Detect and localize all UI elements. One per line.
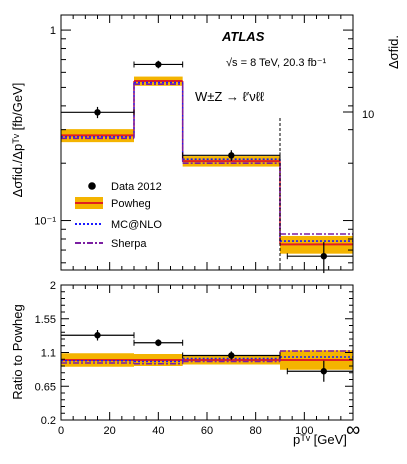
atlas-label: ATLAS [221, 29, 265, 44]
y-tick-label-1: 10⁻¹ [34, 216, 56, 228]
legend-sherpa-label: Sherpa [111, 238, 147, 250]
legend-item-powheg: Powheg [75, 197, 151, 210]
top-frame [60, 14, 354, 271]
x-tick-label-4: 80 [250, 425, 262, 437]
data-point-0 [94, 109, 101, 116]
x-tick-label-0: 0 [58, 425, 64, 437]
ratio-y-tick-label-4: 2 [50, 280, 56, 292]
energy-label: √s = 8 TeV, 20.3 fb⁻¹ [226, 57, 327, 69]
right-axis-tick-10: 10 [362, 109, 374, 121]
legend-data-marker [88, 182, 96, 190]
legend-item-data: Data 2012 [88, 181, 162, 193]
bottom-panel: 0 20 40 60 80 100 0.2 0.65 1.1 1.55 2 Ratio to Pow… [10, 280, 354, 437]
data-point-3 [320, 368, 327, 375]
data-point-2 [228, 152, 235, 159]
ratio-y-tick-label-3: 1.55 [35, 314, 56, 326]
x-tick-label-3: 60 [201, 425, 213, 437]
data-point-3 [320, 252, 327, 260]
legend: Data 2012 Powheg MC@NLO Sherpa [75, 181, 162, 250]
legend-powheg-label: Powheg [111, 198, 151, 210]
data-point-1 [155, 61, 162, 68]
ratio-y-tick-label-2: 1.1 [41, 348, 56, 360]
top-marks [60, 60, 353, 274]
top-axes: 1 10⁻¹ [34, 15, 353, 270]
ratio-y-tick-label-0: 0.2 [41, 415, 56, 427]
top-y-axis-label: Δσfid./Δpᵀᵛ [fb/GeV] [10, 83, 25, 198]
bottom-marks [60, 330, 353, 382]
y-tick-label-0: 1 [50, 25, 56, 37]
data-point-1 [155, 339, 162, 346]
legend-item-sherpa: Sherpa [75, 238, 147, 250]
x-tick-label-1: 20 [104, 425, 116, 437]
data-point-2 [228, 352, 235, 359]
infinity-label: ∞ [346, 419, 360, 441]
process-label: W±Z → ℓ′νℓℓ [195, 89, 265, 104]
x-tick-label-5: 100 [295, 425, 313, 437]
top-panel: 1 10⁻¹ ATLAS √s = 8 TeV, 20.3 fb⁻¹ W±Z → … [10, 14, 401, 274]
legend-data-label: Data 2012 [111, 181, 162, 193]
legend-item-mcnlo: MC@NLO [75, 219, 162, 231]
ratio-y-tick-label-1: 0.65 [35, 381, 56, 393]
data-point-0 [94, 332, 101, 339]
legend-mcnlo-label: MC@NLO [111, 219, 162, 231]
bottom-axes: 0 20 40 60 80 100 0.2 0.65 1.1 1.55 2 [35, 280, 353, 437]
bottom-y-axis-label: Ratio to Powheg [10, 304, 25, 399]
x-tick-label-2: 40 [152, 425, 164, 437]
right-y-axis-label: Δσfid. [386, 35, 401, 69]
x-axis-label: pᵀᵛ [GeV] [293, 432, 347, 447]
